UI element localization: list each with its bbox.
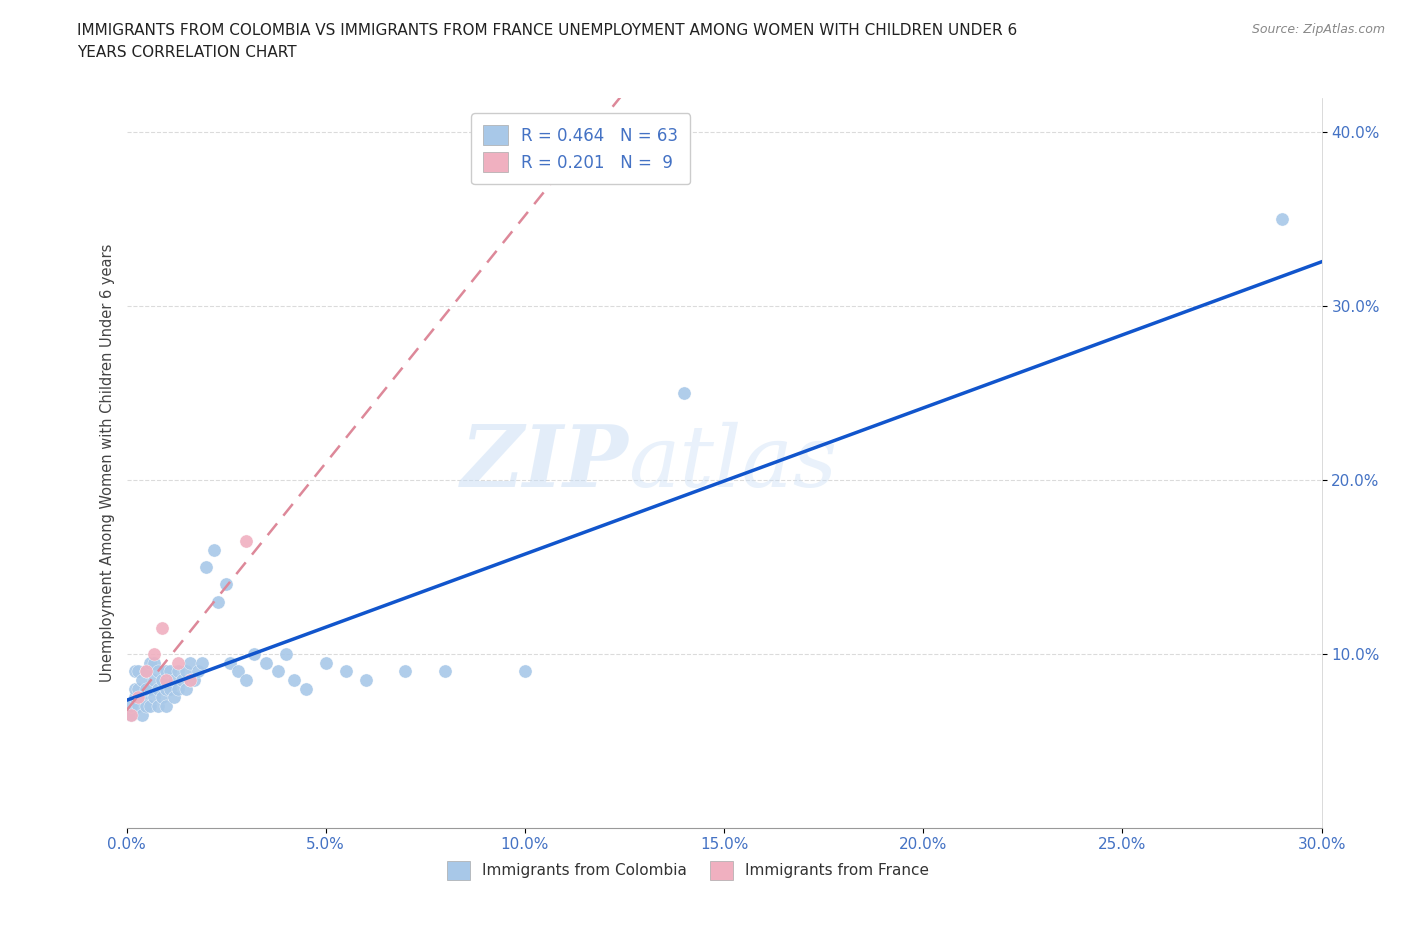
Point [135, 664, 157, 679]
Point [120, 698, 142, 713]
Point [139, 698, 162, 713]
Point [235, 534, 257, 549]
Point [219, 655, 242, 670]
Text: Source: ZipAtlas.com: Source: ZipAtlas.com [1251, 23, 1385, 36]
Point [243, 646, 266, 661]
Point [124, 690, 146, 705]
Point [335, 664, 357, 679]
Point [155, 698, 177, 713]
Point [159, 681, 181, 696]
Point [143, 690, 166, 705]
Point [167, 655, 190, 670]
Point [254, 655, 277, 670]
Point [179, 672, 201, 687]
Point [139, 655, 162, 670]
Point [150, 620, 174, 635]
Legend: Immigrants from Colombia, Immigrants from France: Immigrants from Colombia, Immigrants fro… [441, 855, 935, 885]
Point [207, 594, 229, 609]
Point [124, 664, 146, 679]
Point [155, 672, 177, 687]
Point [139, 681, 162, 696]
Point [135, 681, 157, 696]
Text: YEARS CORRELATION CHART: YEARS CORRELATION CHART [77, 45, 297, 60]
Point [195, 560, 218, 575]
Point [167, 664, 190, 679]
Point [191, 655, 214, 670]
Point [155, 681, 177, 696]
Point [167, 681, 190, 696]
Point [294, 681, 316, 696]
Point [187, 664, 209, 679]
Point [172, 672, 194, 687]
Point [183, 672, 205, 687]
Point [131, 690, 153, 705]
Point [150, 690, 174, 705]
Point [155, 664, 177, 679]
Point [394, 664, 416, 679]
Point [163, 690, 186, 705]
Point [124, 681, 146, 696]
Point [235, 672, 257, 687]
Point [131, 672, 153, 687]
Point [127, 681, 149, 696]
Point [179, 655, 201, 670]
Point [131, 708, 153, 723]
Point [163, 672, 186, 687]
Point [174, 681, 197, 696]
Point [135, 664, 157, 679]
Point [215, 577, 238, 591]
Point [135, 698, 157, 713]
Point [226, 664, 249, 679]
Y-axis label: Unemployment Among Women with Children Under 6 years: Unemployment Among Women with Children U… [100, 244, 115, 682]
Point [174, 664, 197, 679]
Point [315, 655, 337, 670]
Point [150, 672, 174, 687]
Point [127, 690, 149, 705]
Point [148, 681, 170, 696]
Point [283, 672, 305, 687]
Point [127, 664, 149, 679]
Point [148, 698, 170, 713]
Point [120, 708, 142, 723]
Point [202, 542, 225, 557]
Point [143, 646, 166, 661]
Text: atlas: atlas [628, 421, 838, 504]
Point [1271, 212, 1294, 227]
Point [354, 672, 377, 687]
Text: IMMIGRANTS FROM COLOMBIA VS IMMIGRANTS FROM FRANCE UNEMPLOYMENT AMONG WOMEN WITH: IMMIGRANTS FROM COLOMBIA VS IMMIGRANTS F… [77, 23, 1018, 38]
Point [434, 664, 457, 679]
Point [143, 655, 166, 670]
Point [159, 664, 181, 679]
Point [274, 646, 297, 661]
Point [148, 664, 170, 679]
Point [127, 698, 149, 713]
Point [120, 708, 142, 723]
Point [267, 664, 290, 679]
Point [143, 672, 166, 687]
Point [179, 672, 201, 687]
Point [673, 386, 696, 401]
Text: ZIP: ZIP [461, 421, 628, 504]
Point [513, 664, 536, 679]
